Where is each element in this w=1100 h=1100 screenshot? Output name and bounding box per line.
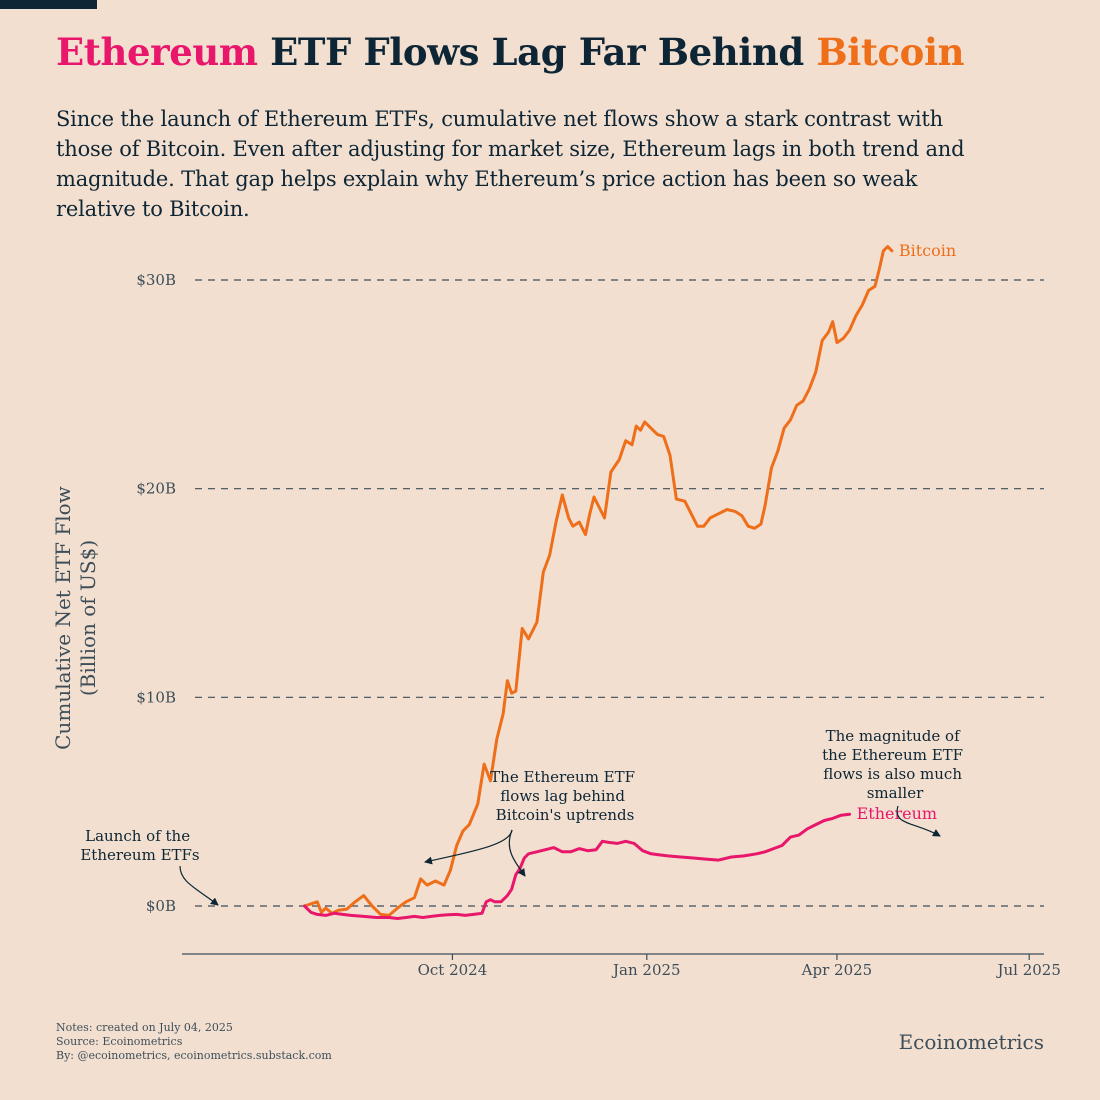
annotation-uptrends-arrow-ethereum xyxy=(508,829,526,877)
x-axis: Oct 2024 Jan 2025 Apr 2025 Jul 2025 xyxy=(182,953,1061,979)
title-ethereum: Ethereum xyxy=(56,30,258,74)
title-middle: ETF Flows Lag Far Behind xyxy=(257,30,817,74)
grid-lines: $0B $10B $20B $30B xyxy=(136,271,1044,915)
y-tick-label-1: $10B xyxy=(136,688,176,706)
annotation-launch-arrow xyxy=(179,865,219,906)
x-tick-label-3: Jul 2025 xyxy=(995,961,1060,979)
annotation-uptrends: The Ethereum ETF flows lag behind Bitcoi… xyxy=(490,768,640,824)
y-tick-label-0: $0B xyxy=(146,897,176,915)
notes-created: Notes: created on July 04, 2025 xyxy=(56,1021,233,1034)
brand-wordmark: Ecoinometrics xyxy=(898,1030,1044,1054)
annotation-uptrends-arrow-bitcoin xyxy=(424,829,513,865)
x-tick-label-1: Jan 2025 xyxy=(611,961,681,979)
y-axis-label-line1: Cumulative Net ETF Flow xyxy=(51,486,75,750)
y-axis-label-line2: (Billion of US$) xyxy=(76,540,100,696)
annotation-magnitude: The magnitude of the Ethereum ETF flows … xyxy=(822,727,968,802)
x-tick-label-0: Oct 2024 xyxy=(418,961,488,979)
annotation-launch: Launch of the Ethereum ETFs xyxy=(80,827,199,864)
notes-byline: By: @ecoinometrics, ecoinometrics.substa… xyxy=(56,1049,332,1062)
chart-notes: Notes: created on July 04, 2025 Source: … xyxy=(56,1021,332,1063)
y-axis-title: Cumulative Net ETF Flow (Billion of US$) xyxy=(51,486,100,750)
bitcoin-series-label: Bitcoin xyxy=(899,241,956,260)
notes-source: Source: Ecoinometrics xyxy=(56,1035,183,1048)
ethereum-line xyxy=(303,812,852,920)
y-tick-label-3: $30B xyxy=(136,271,176,289)
annotation-magnitude-arrow xyxy=(896,805,941,837)
y-tick-label-2: $20B xyxy=(136,480,176,498)
bitcoin-line xyxy=(303,245,894,917)
title-bitcoin: Bitcoin xyxy=(816,30,965,74)
annotations: Launch of the Ethereum ETFs The Ethereum… xyxy=(80,727,968,906)
x-tick-label-2: Apr 2025 xyxy=(801,961,873,979)
corner-accent-bar xyxy=(0,0,97,9)
chart-subtitle: Since the launch of Ethereum ETFs, cumul… xyxy=(56,107,965,221)
chart-title: Ethereum ETF Flows Lag Far Behind Bitcoi… xyxy=(56,26,965,78)
